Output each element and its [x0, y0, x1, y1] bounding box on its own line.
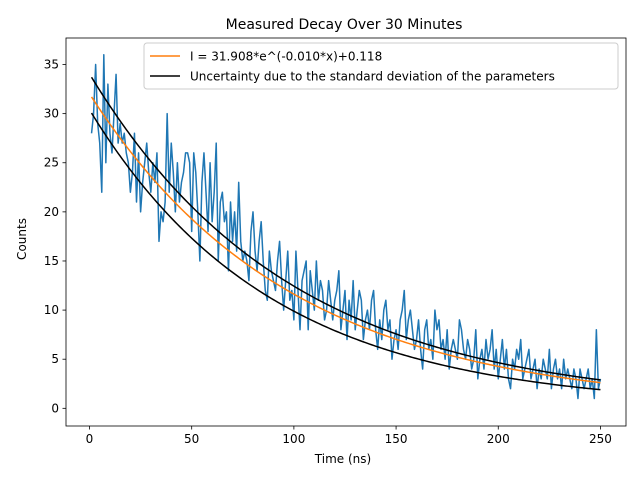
y-tick-label: 20: [44, 205, 59, 219]
y-tick-label: 30: [44, 107, 59, 121]
legend: I = 31.908*e^(-0.010*x)+0.118 Uncertainty…: [143, 42, 619, 90]
chart-title: Measured Decay Over 30 Minutes: [226, 17, 463, 33]
plot-area: [90, 53, 602, 400]
y-tick-label: 10: [44, 303, 59, 317]
x-tick-label: 200: [487, 432, 510, 446]
legend-label: Uncertainty due to the standard deviatio…: [190, 70, 555, 84]
y-tick-label: 35: [44, 58, 59, 72]
x-tick-label: 250: [589, 432, 612, 446]
y-tick-label: 25: [44, 156, 59, 170]
upper-uncertainty-line: [90, 76, 601, 381]
x-axis-label: Time (ns): [314, 452, 371, 466]
x-tick-label: 50: [184, 432, 199, 446]
y-tick-label: 15: [44, 254, 59, 268]
legend-box: [143, 42, 619, 90]
x-tick-label: 100: [282, 432, 305, 446]
axes-frame: [65, 37, 627, 427]
y-axis-label: Counts: [15, 218, 29, 260]
fit-curve-line: [90, 96, 601, 384]
measured-counts-line: [90, 53, 602, 400]
lower-uncertainty-line: [90, 112, 601, 391]
x-tick-label: 0: [86, 432, 94, 446]
axes: 0 50 100 150 200 250 0 5 10 15 20 25 30 35: [44, 37, 627, 446]
y-tick-label: 5: [51, 352, 59, 366]
x-tick-label: 150: [385, 432, 408, 446]
legend-label: I = 31.908*e^(-0.010*x)+0.118: [190, 50, 382, 64]
y-tick-label: 0: [51, 401, 59, 415]
